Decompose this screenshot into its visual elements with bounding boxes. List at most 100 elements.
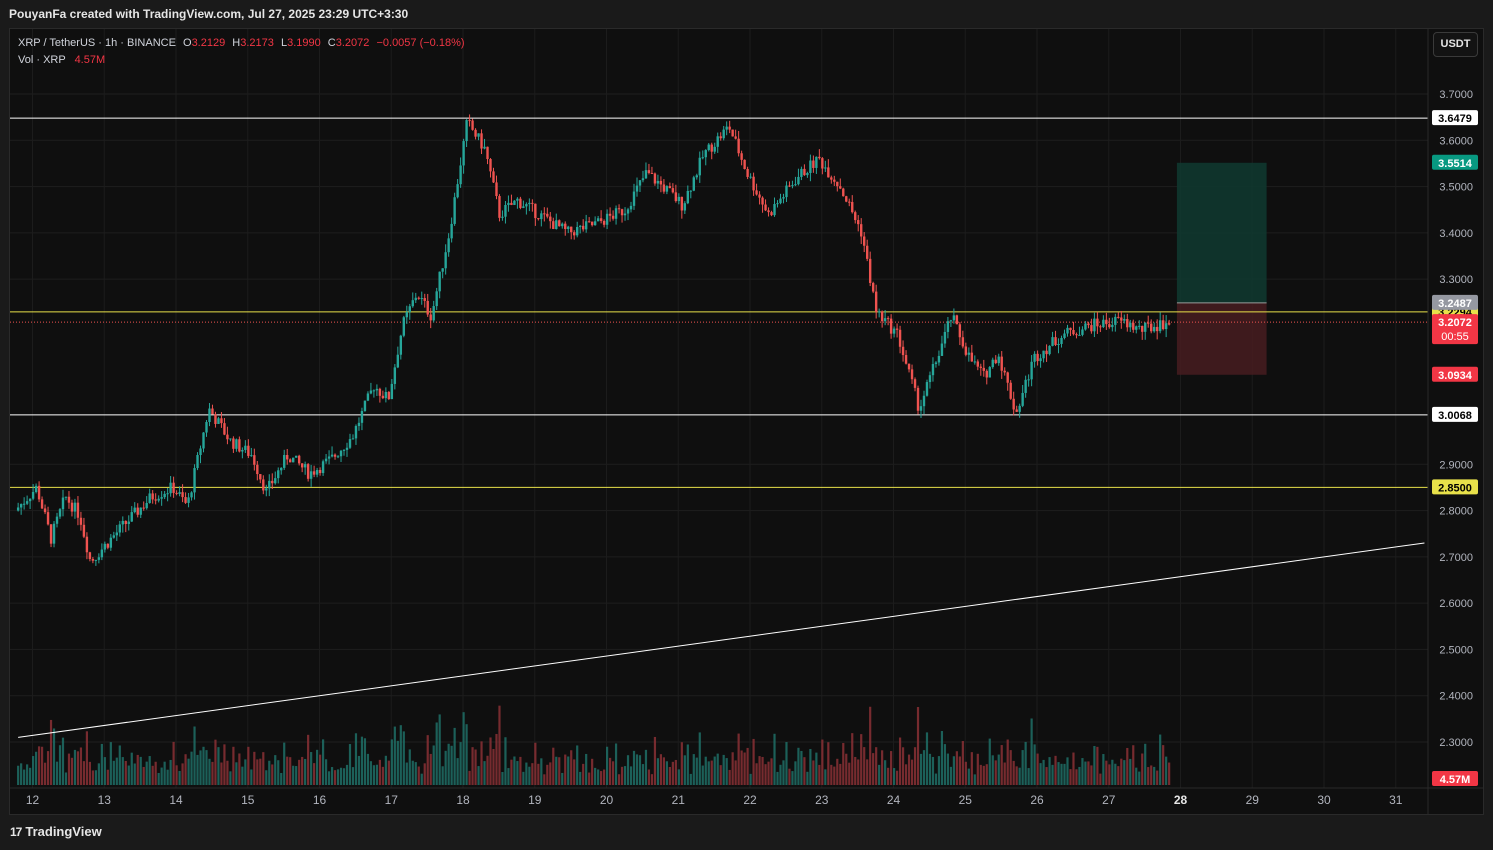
candle-body [994, 359, 997, 364]
volume-bar [330, 767, 334, 785]
volume-bar [1090, 765, 1093, 785]
candle-body [692, 177, 695, 191]
volume-bar [710, 760, 713, 785]
candle-body [686, 190, 690, 204]
candle-body [728, 126, 731, 130]
volume-bar [208, 758, 211, 785]
volume-bar [573, 759, 576, 785]
candle-body [952, 315, 956, 321]
candle-body [668, 186, 672, 189]
candle-body [937, 355, 941, 363]
volume-bar [381, 766, 384, 785]
candle-body [776, 203, 779, 205]
volume-bar [477, 766, 480, 785]
candle-body [531, 202, 534, 204]
candle-body [342, 449, 346, 451]
candle-body [1003, 370, 1006, 373]
volume-bar [465, 724, 468, 785]
volume-bar [408, 749, 411, 785]
candle-body [1024, 379, 1027, 393]
chart-frame[interactable] [9, 28, 1484, 815]
candle-body [360, 411, 364, 423]
candle-body [34, 485, 38, 493]
volume-label[interactable]: Vol · XRP [18, 54, 66, 66]
volume-bar [623, 766, 627, 785]
candle-body [638, 180, 642, 186]
candle-body [656, 180, 660, 184]
volume-bar [1108, 764, 1111, 785]
price-tick-label: 2.6000 [1439, 598, 1473, 610]
candle-body [91, 558, 95, 561]
volume-bar [106, 769, 109, 785]
candle-body [303, 464, 307, 468]
candle-body [396, 354, 400, 368]
candle-body [758, 194, 761, 198]
candle-body [25, 501, 29, 504]
volume-bar [653, 736, 657, 785]
volume-bar [1132, 745, 1135, 785]
candle-body [1167, 323, 1171, 325]
candle-body [1078, 334, 1081, 336]
candle-body [432, 306, 435, 321]
volume-bar [459, 742, 462, 785]
volume-bar [716, 753, 719, 785]
volume-bar [662, 757, 665, 785]
time-tick-label: 19 [528, 793, 542, 807]
candle-body [333, 454, 337, 457]
candle-body [136, 507, 139, 515]
currency-button[interactable]: USDT [1433, 32, 1478, 57]
candle-body [767, 210, 770, 213]
volume-bar [46, 751, 50, 785]
candle-body [181, 492, 184, 498]
volume-bar [324, 759, 328, 785]
top-bar: PouyanFa created with TradingView.com, J… [0, 0, 1493, 28]
candle-body [157, 498, 160, 501]
candle-body [743, 159, 746, 170]
volume-bar [289, 757, 292, 785]
candle-body [268, 480, 271, 489]
tradingview-logo[interactable]: 17 TradingView [10, 824, 102, 839]
candle-body [348, 439, 352, 448]
volume-bar [91, 770, 94, 785]
candle-body [928, 375, 932, 383]
candle-body [740, 153, 743, 160]
candle-body [830, 177, 833, 180]
volume-bar [970, 752, 973, 785]
volume-bar [67, 753, 71, 785]
price-labels: 3.64793.22943.00682.85003.55143.24873.09… [1432, 110, 1478, 786]
volume-bar [540, 758, 543, 785]
volume-tag: 4.57M [1440, 774, 1471, 786]
level-lines [10, 117, 1428, 488]
volume-bar [357, 755, 361, 785]
volume-bar [232, 746, 235, 785]
volume-bar [860, 734, 863, 785]
volume-bar [283, 742, 286, 785]
time-tick-label: 31 [1389, 793, 1403, 807]
volume-bar [704, 756, 707, 785]
candle-body [803, 168, 806, 176]
low-value: 3.1990 [287, 37, 321, 49]
candle-body [420, 298, 423, 300]
volume-bar [298, 759, 301, 785]
volume-bar [614, 743, 618, 785]
volume-bar [1123, 760, 1126, 785]
candle-body [357, 422, 361, 427]
entry-price-tag: 3.2487 [1438, 298, 1472, 310]
candle-body [330, 454, 334, 457]
candle-body [408, 306, 411, 313]
candle-body [528, 202, 531, 205]
candle-body [1117, 316, 1120, 318]
candle-body [919, 406, 923, 411]
volume-bar [486, 755, 489, 785]
volume-bar [671, 761, 674, 785]
price-chart[interactable]: 3.7000 3.6000 3.5000 3.4000 3.3000 2.9000 2.80… [0, 0, 1493, 815]
volume-bar [211, 761, 214, 785]
candle-body [55, 516, 59, 524]
symbol-label[interactable]: XRP / TetherUS · 1h · BINANCE [18, 37, 176, 49]
candle-body [516, 198, 519, 201]
time-tick-label: 30 [1317, 793, 1331, 807]
candle-body [163, 493, 166, 498]
candle-body [49, 524, 53, 544]
candle-body [979, 366, 982, 368]
volume-bar [274, 755, 277, 785]
